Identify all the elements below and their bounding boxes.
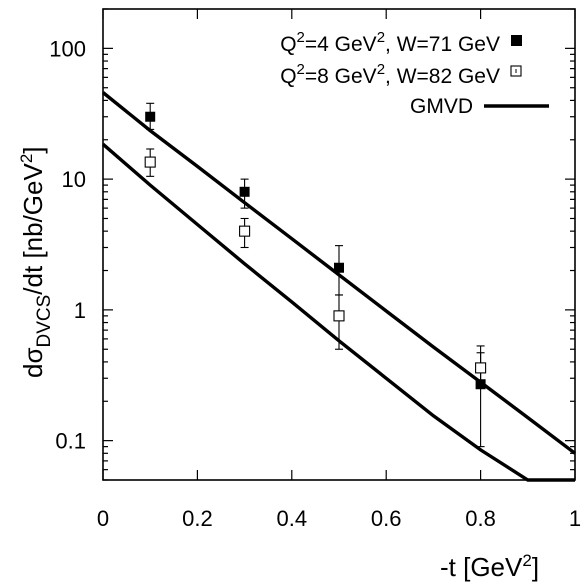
data-point-filled	[239, 178, 250, 209]
marker-filled-square	[145, 111, 156, 122]
marker-open-square	[475, 362, 487, 374]
data-point-open	[144, 148, 156, 177]
data-point-open	[333, 294, 345, 350]
data-point-open	[239, 217, 251, 249]
y-axis-label: dσDVCS/dt [nb/GeV2]	[17, 146, 55, 378]
x-tick-label: 1	[569, 506, 581, 531]
x-tick-label: 0.2	[182, 506, 213, 531]
x-tick-label: 0.8	[465, 506, 496, 531]
x-axis-ticks: 0 0.2 0.4 0.6 0.8 1	[97, 9, 581, 531]
marker-open-square	[333, 310, 345, 322]
marker-open-square	[239, 225, 251, 237]
legend-label-q2-4: Q2=4 GeV2, W=71 GeV	[280, 29, 500, 56]
y-tick-label: 100	[49, 36, 86, 61]
y-axis-ticks: 0.1 1 10 100	[49, 8, 575, 481]
y-tick-label: 1	[74, 298, 86, 323]
data-point-filled	[334, 245, 344, 296]
y-tick-label: 0.1	[55, 429, 86, 454]
x-tick-label: 0	[97, 506, 109, 531]
legend-label-gmvd: GMVD	[410, 95, 473, 118]
x-tick-label: 0.6	[371, 506, 402, 531]
legend: Q2=4 GeV2, W=71 GeV Q2=8 GeV2, W=82 GeV …	[280, 29, 549, 118]
marker-filled-square	[239, 186, 250, 197]
marker-open-square	[144, 156, 156, 168]
plot-frame	[102, 8, 576, 481]
x-axis-label: -t [GeV2]	[440, 551, 539, 582]
data-point-filled	[145, 102, 156, 130]
data-points	[144, 102, 487, 448]
data-point-open	[475, 345, 487, 383]
legend-marker-open-square	[510, 65, 522, 77]
legend-label-q2-8: Q2=8 GeV2, W=82 GeV	[280, 61, 500, 88]
legend-marker-filled-square	[511, 35, 522, 46]
marker-filled-square	[334, 262, 344, 273]
x-tick-label: 0.4	[277, 506, 308, 531]
marker-filled-square	[475, 379, 486, 390]
y-tick-label: 10	[62, 167, 86, 192]
